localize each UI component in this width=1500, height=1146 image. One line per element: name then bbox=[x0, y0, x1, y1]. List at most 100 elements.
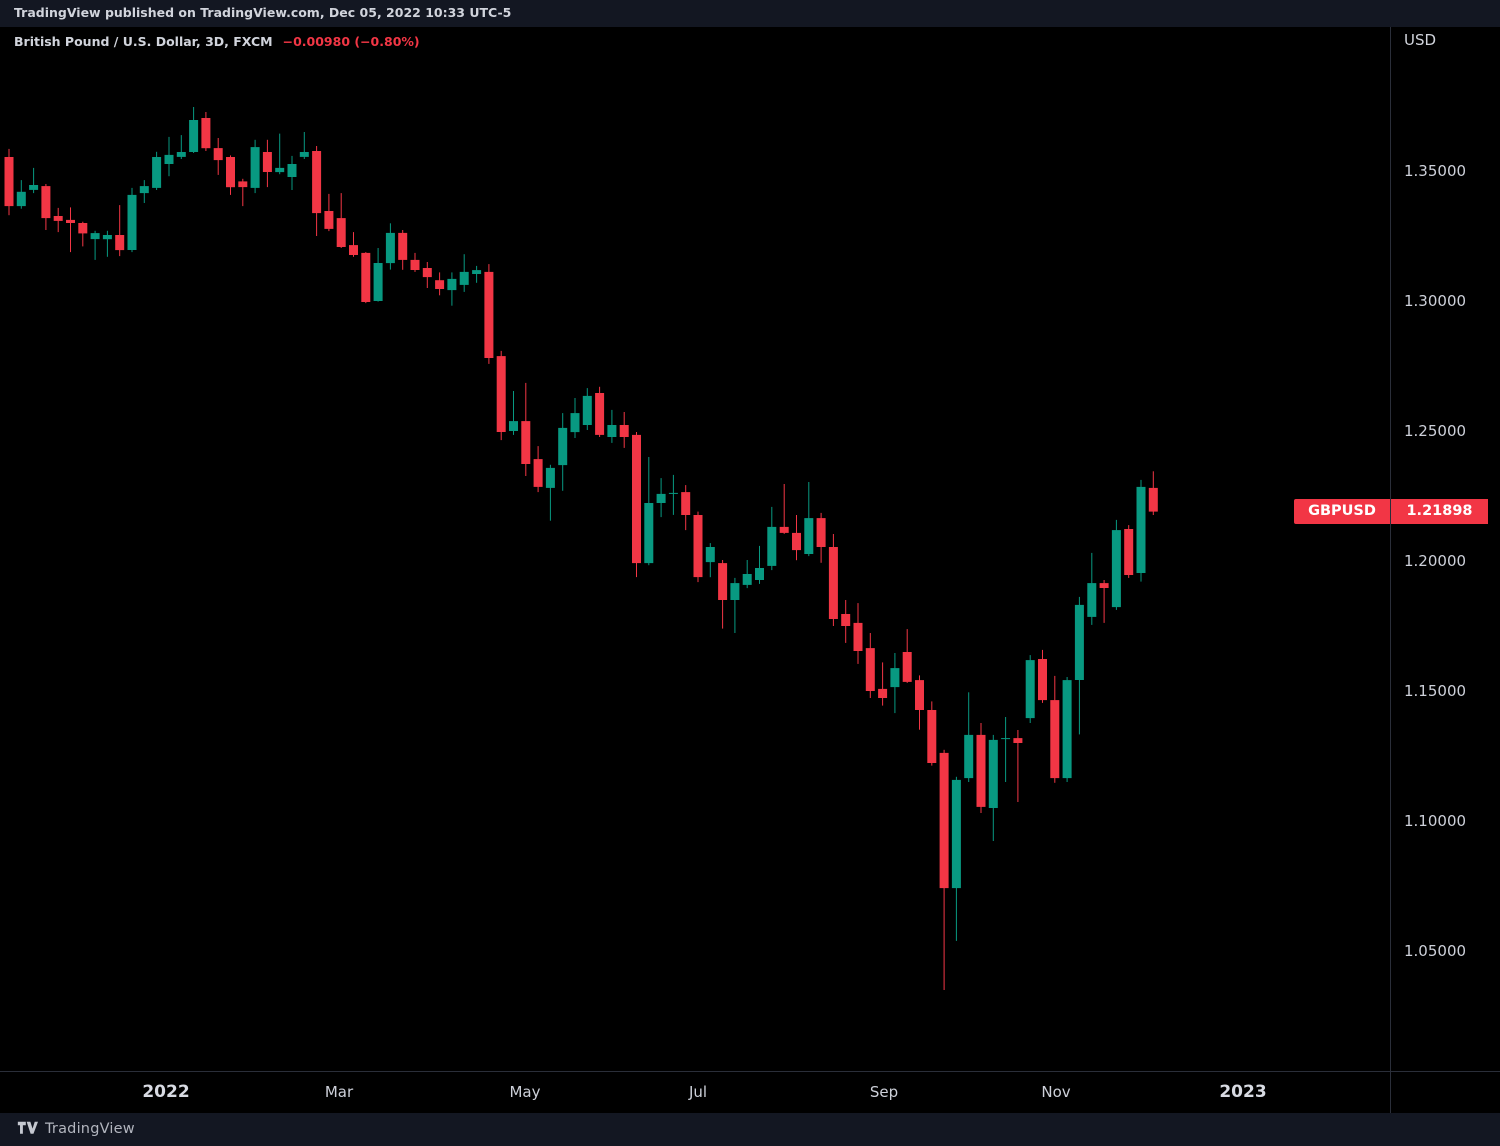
candle-body bbox=[287, 164, 297, 177]
candle-body bbox=[755, 568, 764, 580]
candle-body bbox=[189, 120, 199, 152]
candle-body bbox=[742, 574, 752, 585]
candle-body bbox=[988, 739, 998, 808]
candle-body bbox=[545, 467, 555, 488]
price-tick-label: 1.05000 bbox=[1404, 942, 1467, 960]
candle-wick bbox=[672, 474, 674, 515]
candle-wick bbox=[180, 135, 182, 159]
candle-body bbox=[201, 118, 211, 149]
candle-body bbox=[102, 235, 112, 240]
candle-wick bbox=[759, 545, 760, 584]
candle-body bbox=[915, 680, 924, 710]
candle-body bbox=[152, 157, 162, 188]
candle-body bbox=[1136, 486, 1146, 573]
candle-body bbox=[238, 181, 248, 188]
candle-body bbox=[1148, 487, 1158, 512]
candle-body bbox=[373, 263, 383, 301]
candle-wick bbox=[549, 464, 551, 521]
candle-wick bbox=[476, 265, 478, 283]
candle-body bbox=[951, 779, 961, 889]
candle-body bbox=[16, 191, 26, 207]
candle-wick bbox=[513, 391, 514, 435]
candle-body bbox=[213, 148, 223, 161]
candle-body bbox=[730, 583, 740, 600]
candle-body bbox=[816, 518, 826, 547]
candle-body bbox=[939, 752, 949, 889]
candle-body bbox=[558, 427, 568, 466]
candle-body bbox=[484, 271, 494, 358]
candle-body bbox=[902, 652, 912, 682]
last-price-tag-symbol: GBPUSD bbox=[1294, 499, 1390, 524]
candle-wick bbox=[279, 133, 281, 175]
candle-body bbox=[656, 493, 666, 503]
candle-body bbox=[262, 152, 272, 172]
candle-body bbox=[1074, 604, 1084, 680]
candle-body bbox=[459, 271, 469, 285]
candle-body bbox=[1099, 583, 1109, 588]
price-axis[interactable]: USD 1.35000 1.30000 1.25000 1.20000 1.15000 1… bbox=[1390, 27, 1500, 1071]
tradingview-brand[interactable]: TradingView bbox=[17, 1119, 135, 1138]
candle-body bbox=[1013, 738, 1023, 743]
candle-body bbox=[865, 648, 875, 691]
candle-body bbox=[521, 421, 531, 464]
candle-body bbox=[1087, 583, 1097, 617]
candle-body bbox=[705, 547, 715, 563]
candle-body bbox=[164, 154, 174, 164]
symbol-title: British Pound / U.S. Dollar, 3D, FXCM bbox=[14, 34, 273, 49]
candle-body bbox=[607, 425, 617, 437]
candle-body bbox=[878, 688, 888, 698]
time-axis-label: Jul bbox=[688, 1083, 708, 1101]
time-axis[interactable]: 2022 Mar May Jul Sep Nov 2023 bbox=[0, 1071, 1500, 1114]
price-tick-label: 1.15000 bbox=[1404, 682, 1467, 700]
candle-body bbox=[41, 186, 51, 219]
change-value: −0.00980 (−0.80%) bbox=[282, 34, 420, 49]
footer-strip: TradingView bbox=[0, 1113, 1500, 1146]
publish-text: TradingView published on TradingView.com… bbox=[14, 5, 512, 20]
candle-body bbox=[1062, 680, 1072, 779]
candle-body bbox=[828, 547, 838, 619]
candle-wick bbox=[303, 132, 305, 159]
price-tick-label: 1.20000 bbox=[1404, 552, 1467, 570]
candle-body bbox=[472, 270, 482, 274]
candlestick-chart[interactable] bbox=[0, 27, 1390, 1071]
currency-axis-label: USD bbox=[1404, 31, 1437, 49]
candle-body bbox=[275, 167, 285, 173]
candle-body bbox=[336, 218, 346, 247]
ohlc-legend: British Pound / U.S. Dollar, 3D, FXCM −0.… bbox=[14, 34, 420, 49]
candle-body bbox=[853, 622, 863, 651]
candle-body bbox=[595, 393, 605, 435]
candle-body bbox=[1025, 660, 1035, 719]
candle-body bbox=[1050, 700, 1060, 779]
candle-body bbox=[668, 492, 678, 494]
candle-body bbox=[681, 492, 691, 515]
candle-body bbox=[1038, 659, 1047, 701]
candle-body bbox=[509, 421, 518, 431]
tradingview-logo-icon bbox=[17, 1121, 38, 1134]
price-tick-label: 1.25000 bbox=[1404, 422, 1467, 440]
candle-body bbox=[779, 526, 789, 533]
candle-wick bbox=[33, 167, 35, 194]
candle-body bbox=[250, 147, 260, 188]
time-axis-label: 2022 bbox=[142, 1082, 190, 1102]
candle-body bbox=[1111, 530, 1121, 608]
candle-body bbox=[299, 152, 309, 157]
last-price-tag-value: 1.21898 bbox=[1391, 499, 1488, 524]
candle-body bbox=[533, 459, 543, 487]
time-axis-label: Sep bbox=[869, 1083, 899, 1101]
candle-body bbox=[78, 223, 88, 234]
candle-body bbox=[29, 185, 39, 190]
candle-body bbox=[324, 211, 334, 229]
candle-body bbox=[964, 734, 974, 779]
candle-body bbox=[767, 526, 777, 566]
candle-wick bbox=[1005, 717, 1007, 782]
candle-wick bbox=[70, 207, 71, 253]
chart-pane[interactable]: British Pound / U.S. Dollar, 3D, FXCM −0.… bbox=[0, 27, 1390, 1071]
candle-wick bbox=[119, 205, 121, 257]
candle-wick bbox=[94, 230, 96, 260]
candle-body bbox=[398, 232, 408, 260]
candle-wick bbox=[882, 662, 884, 706]
candle-wick bbox=[783, 484, 785, 534]
candle-wick bbox=[106, 230, 108, 257]
candle-body bbox=[619, 425, 629, 437]
